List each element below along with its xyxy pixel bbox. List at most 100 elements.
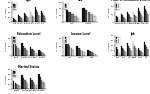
Bar <box>18 15 19 22</box>
Bar <box>135 16 136 22</box>
Title: Education Level: Education Level <box>17 32 41 36</box>
Bar <box>25 14 26 22</box>
Title: Marital Status: Marital Status <box>18 65 40 69</box>
Bar <box>90 14 93 22</box>
Bar <box>24 13 25 22</box>
Bar <box>80 50 81 56</box>
Bar <box>142 17 143 22</box>
Bar <box>124 18 125 22</box>
Bar <box>13 18 14 22</box>
Bar <box>27 84 28 89</box>
Bar <box>125 19 126 22</box>
Bar <box>78 48 80 56</box>
Bar <box>124 51 125 56</box>
Bar <box>130 17 131 22</box>
Bar <box>31 80 33 89</box>
Bar <box>123 17 124 22</box>
Bar <box>44 16 45 22</box>
Bar <box>135 48 136 56</box>
Bar <box>138 8 139 22</box>
Bar <box>66 10 68 22</box>
Bar <box>142 53 143 56</box>
Bar <box>140 13 141 22</box>
Bar <box>28 18 29 22</box>
Bar <box>42 82 44 89</box>
Bar <box>87 50 89 56</box>
Bar <box>141 52 142 56</box>
Legend: S1, S2, S3, S4, S5: S1, S2, S3, S4, S5 <box>64 37 69 44</box>
Bar <box>128 46 129 56</box>
Bar <box>15 83 16 89</box>
Y-axis label: % Agree: % Agree <box>6 75 7 84</box>
Bar <box>82 8 84 22</box>
Y-axis label: % Agree: % Agree <box>109 8 110 17</box>
Bar <box>82 51 83 56</box>
Bar <box>76 46 78 56</box>
Legend: S1, S2, S3, S4, S5: S1, S2, S3, S4, S5 <box>13 70 17 77</box>
Bar <box>44 53 45 56</box>
Bar <box>42 13 43 22</box>
Bar <box>14 19 15 22</box>
Bar <box>13 40 14 56</box>
Bar <box>125 52 126 56</box>
Bar <box>85 10 87 22</box>
Bar <box>136 17 137 22</box>
Title: Sex: Sex <box>78 0 83 2</box>
Legend: S1, S2, S3, S4, S5: S1, S2, S3, S4, S5 <box>13 3 17 10</box>
Title: Place of Residence-Ethnicity: Place of Residence-Ethnicity <box>111 0 150 2</box>
Bar <box>93 16 96 22</box>
Bar <box>133 41 134 56</box>
Title: Income Level: Income Level <box>71 32 90 36</box>
Bar <box>127 12 128 22</box>
Bar <box>27 17 28 22</box>
Bar <box>118 52 119 56</box>
Bar <box>139 50 140 56</box>
Bar <box>146 47 147 56</box>
Legend: S1, S2, S3, S4, S5: S1, S2, S3, S4, S5 <box>116 37 120 44</box>
Bar <box>89 51 91 56</box>
Bar <box>21 18 22 22</box>
Bar <box>23 78 24 89</box>
Bar <box>129 48 130 56</box>
Legend: S1, S2, S3, S4, S5: S1, S2, S3, S4, S5 <box>64 3 69 10</box>
Bar <box>127 43 128 56</box>
Bar <box>68 12 71 22</box>
Bar <box>16 21 17 22</box>
Bar <box>121 14 122 22</box>
Bar <box>33 50 34 56</box>
Bar <box>33 17 34 22</box>
Bar <box>21 75 23 89</box>
Bar <box>144 42 145 56</box>
Bar <box>27 51 28 56</box>
Bar <box>26 50 27 56</box>
Bar <box>41 11 42 22</box>
Bar <box>45 18 46 22</box>
Bar <box>15 43 16 56</box>
Bar <box>69 46 70 56</box>
Bar <box>133 11 134 22</box>
Bar <box>116 16 117 22</box>
Bar <box>147 49 148 56</box>
Legend: S1, S2, S3, S4, S5: S1, S2, S3, S4, S5 <box>13 37 17 44</box>
Bar <box>22 19 23 22</box>
Bar <box>122 48 123 56</box>
Bar <box>74 16 76 22</box>
Bar <box>95 53 96 56</box>
Bar <box>26 16 27 22</box>
Bar <box>77 17 79 22</box>
Bar <box>36 85 37 89</box>
Bar <box>130 50 131 56</box>
Bar <box>16 46 17 56</box>
Bar <box>140 51 141 56</box>
Bar <box>131 18 132 22</box>
Bar <box>128 14 129 22</box>
Bar <box>118 50 119 56</box>
Bar <box>24 80 26 89</box>
Bar <box>39 16 40 22</box>
Bar <box>24 48 26 56</box>
Bar <box>38 15 39 22</box>
Bar <box>40 51 41 56</box>
Bar <box>38 50 39 56</box>
Bar <box>146 11 147 22</box>
Bar <box>36 10 37 22</box>
